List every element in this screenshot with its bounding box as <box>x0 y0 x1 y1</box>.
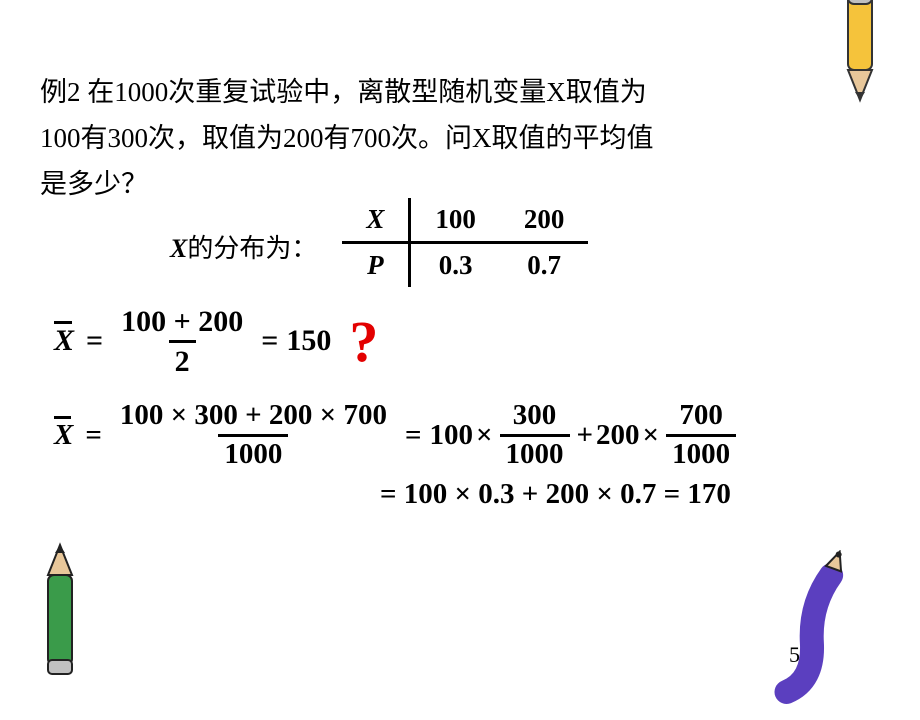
problem-line3: 是多少？ <box>40 169 148 199</box>
table-cell: 0.3 <box>410 242 500 287</box>
fraction: 700 1000 <box>666 400 736 471</box>
table-cell: 0.7 <box>500 242 589 287</box>
pencil-bottom-left-icon <box>20 540 100 700</box>
pencil-bottom-right-icon <box>760 550 880 720</box>
table-cell: 200 <box>500 198 589 243</box>
problem-line1: 例2 在1000次重复试验中，离散型随机变量X取值为 <box>40 77 647 107</box>
problem-text: 例2 在1000次重复试验中，离散型随机变量X取值为 100有300次，取值为2… <box>40 70 860 208</box>
slide-content: 例2 在1000次重复试验中，离散型随机变量X取值为 100有300次，取值为2… <box>40 70 860 511</box>
problem-line2: 100有300次，取值为200有700次。问X取值的平均值 <box>40 123 654 153</box>
fraction: 300 1000 <box>500 400 570 471</box>
equation-3: = 100 × 0.3 + 200 × 0.7 = 170 <box>380 478 860 511</box>
equation-1: X = 100 + 200 2 = 150 ? <box>50 305 860 378</box>
eq1-result: 150 <box>286 324 331 358</box>
table-header-x: X <box>342 198 410 243</box>
fraction: 100 × 300 + 200 × 700 1000 <box>114 400 393 471</box>
distribution-label: X的分布为： <box>170 228 317 265</box>
table-header-p: P <box>342 242 410 287</box>
table-row: X 100 200 <box>342 198 588 243</box>
fraction: 100 + 200 2 <box>115 305 249 378</box>
table-cell: 100 <box>410 198 500 243</box>
x-bar: X <box>54 419 73 452</box>
question-mark-icon: ? <box>349 308 378 375</box>
x-bar: X <box>54 324 74 358</box>
page-number: 5 <box>789 642 800 668</box>
distribution-table: X 100 200 P 0.3 0.7 <box>342 198 588 287</box>
table-row: P 0.3 0.7 <box>342 242 588 287</box>
distribution-row: X的分布为： X 100 200 P 0.3 0.7 <box>40 198 860 287</box>
equation-2: X = 100 × 300 + 200 × 700 1000 = 100× 30… <box>50 400 860 471</box>
